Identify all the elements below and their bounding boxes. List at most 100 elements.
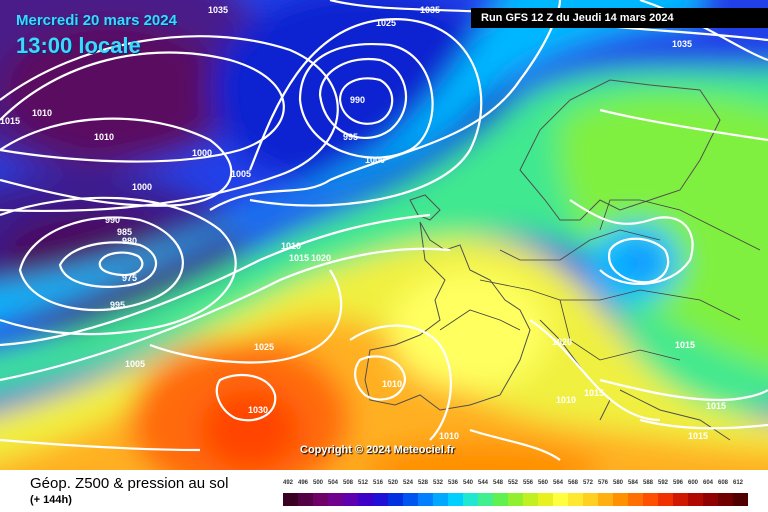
scale-label: 596: [673, 480, 684, 486]
scale-swatch: [718, 493, 733, 506]
isobar-label: 1015: [688, 431, 708, 441]
scale-swatch: [508, 493, 523, 506]
isobar-label: 990: [105, 215, 120, 225]
scale-swatch: [403, 493, 418, 506]
scale-label: 600: [688, 480, 699, 486]
scale-swatch: [283, 493, 298, 506]
scale-label: 516: [373, 480, 384, 486]
scale-swatch: [358, 493, 373, 506]
isobar-label: 1015: [675, 340, 695, 350]
scale-swatch: [553, 493, 568, 506]
scale-label: 592: [658, 480, 669, 486]
scale-label: 556: [523, 480, 534, 486]
isobar-label: 975: [122, 273, 137, 283]
scale-label: 564: [553, 480, 564, 486]
scale-label: 572: [583, 480, 594, 486]
map-legend-footer: Géop. Z500 & pression au sol (+ 144h) 49…: [0, 470, 768, 512]
local-time: 13:00 locale: [16, 33, 141, 58]
isobar-label: 1005: [125, 359, 145, 369]
isobar-label: 1005: [231, 169, 251, 179]
isobar-label: 1015: [289, 253, 309, 263]
scale-label: 612: [733, 480, 744, 486]
scale-swatch: [328, 493, 343, 506]
isobar-label: 1010: [556, 395, 576, 405]
scale-label: 604: [703, 480, 714, 486]
isobar-label: 1000: [132, 182, 152, 192]
scale-swatch: [523, 493, 538, 506]
scale-label: 548: [493, 480, 504, 486]
isobar-label: 1020: [552, 337, 572, 347]
scale-swatch: [658, 493, 673, 506]
scale-label: 532: [433, 480, 444, 486]
scale-label: 560: [538, 480, 549, 486]
weather-map: 1035 1025 1035 1035 1015 1010 1010 1000 990 995 10…: [0, 0, 768, 470]
scale-label: 524: [403, 480, 414, 486]
isobar-label: 1030: [248, 405, 268, 415]
scale-swatch: [703, 493, 718, 506]
scale-label: 508: [343, 480, 354, 486]
isobar-label: 995: [110, 300, 125, 310]
isobar-label: 1035: [208, 5, 228, 15]
scale-swatch: [388, 493, 403, 506]
scale-swatch: [568, 493, 583, 506]
isobar-label: 1010: [281, 241, 301, 251]
forecast-lead-time: (+ 144h): [30, 494, 72, 506]
scale-label: 496: [298, 480, 309, 486]
isobar-label: 1015: [584, 388, 604, 398]
scale-swatch: [373, 493, 388, 506]
scale-label: 520: [388, 480, 399, 486]
isobar-label: 985: [117, 227, 132, 237]
isobars: [0, 0, 768, 460]
isobar-label: 1000: [365, 155, 385, 165]
scale-label: 492: [283, 480, 294, 486]
scale-label: 580: [613, 480, 624, 486]
scale-label: 552: [508, 480, 519, 486]
isobar-label: 1000: [192, 148, 212, 158]
isobar-label: 1010: [382, 379, 402, 389]
scale-swatch: [583, 493, 598, 506]
scale-label: 500: [313, 480, 324, 486]
scale-swatch: [538, 493, 553, 506]
isobar-label: 1010: [439, 431, 459, 441]
scale-label: 576: [598, 480, 609, 486]
scale-label: 528: [418, 480, 429, 486]
scale-label: 504: [328, 480, 339, 486]
isobar-label: 990: [350, 95, 365, 105]
scale-label: 540: [463, 480, 474, 486]
scale-swatch: [418, 493, 433, 506]
scale-swatch: [598, 493, 613, 506]
isobar-label: 1010: [32, 108, 52, 118]
color-scale: 492 496 500 504 508 512 516 520 524 528 532 536 540 5…: [283, 478, 751, 508]
scale-swatch: [673, 493, 688, 506]
isobar-label: 1015: [0, 116, 20, 126]
map-title: Géop. Z500 & pression au sol: [30, 475, 229, 492]
scale-label: 588: [643, 480, 654, 486]
model-run-label: Run GFS 12 Z du Jeudi 14 mars 2024: [471, 8, 768, 28]
scale-label: 512: [358, 480, 369, 486]
copyright-notice: Copyright © 2024 Meteociel.fr: [300, 444, 455, 456]
scale-swatch: [448, 493, 463, 506]
scale-swatch: [433, 493, 448, 506]
scale-swatch: [613, 493, 628, 506]
scale-label: 568: [568, 480, 579, 486]
isobar-label: 1035: [420, 5, 440, 15]
coastlines: [364, 79, 731, 441]
scale-swatch: [298, 493, 313, 506]
isobar-label: 1025: [376, 18, 396, 28]
scale-swatch: [493, 493, 508, 506]
scale-swatch: [478, 493, 493, 506]
scale-label: 608: [718, 480, 729, 486]
isobar-label: 1025: [254, 342, 274, 352]
scale-label: 584: [628, 480, 639, 486]
scale-swatch: [688, 493, 703, 506]
scale-label: 544: [478, 480, 489, 486]
isobar-label: 1015: [706, 401, 726, 411]
scale-swatch: [643, 493, 658, 506]
scale-swatch: [733, 493, 748, 506]
scale-swatch: [463, 493, 478, 506]
isobar-label: 980: [122, 236, 137, 246]
scale-label: 536: [448, 480, 459, 486]
scale-swatch: [343, 493, 358, 506]
isobar-label: 1035: [672, 39, 692, 49]
isobar-label: 1010: [94, 132, 114, 142]
